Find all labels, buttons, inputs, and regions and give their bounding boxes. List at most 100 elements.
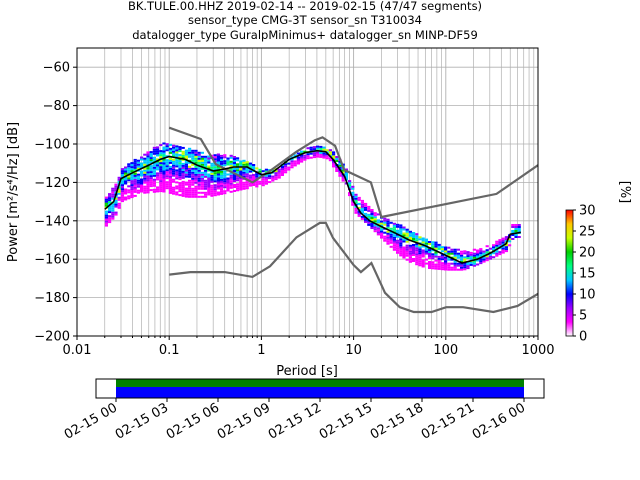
histogram-cell bbox=[175, 181, 179, 184]
histogram-cell bbox=[380, 236, 384, 239]
histogram-cell bbox=[284, 167, 288, 170]
histogram-cell bbox=[357, 196, 361, 199]
histogram-cell bbox=[149, 177, 153, 180]
histogram-cell bbox=[229, 168, 233, 171]
histogram-cell bbox=[194, 157, 198, 160]
histogram-cell bbox=[412, 252, 416, 254]
histogram-cell bbox=[258, 180, 262, 183]
histogram-cell bbox=[152, 164, 156, 167]
psd-histogram bbox=[104, 142, 521, 271]
histogram-cell bbox=[389, 231, 393, 234]
histogram-cell bbox=[351, 193, 355, 196]
histogram-cell bbox=[332, 165, 336, 168]
histogram-cell bbox=[162, 180, 166, 183]
histogram-cell bbox=[172, 164, 176, 167]
histogram-cell bbox=[495, 250, 499, 253]
histogram-cell bbox=[140, 180, 144, 183]
histogram-cell bbox=[223, 178, 227, 181]
histogram-cell bbox=[306, 147, 310, 150]
histogram-cell bbox=[517, 228, 521, 230]
histogram-cell bbox=[280, 170, 284, 172]
histogram-cell bbox=[364, 212, 368, 215]
histogram-cell bbox=[492, 244, 496, 247]
histogram-cell bbox=[197, 175, 201, 178]
histogram-cell bbox=[194, 159, 198, 162]
histogram-cell bbox=[296, 152, 300, 155]
histogram-cell bbox=[322, 152, 326, 155]
histogram-cell bbox=[172, 162, 176, 165]
histogram-cell bbox=[188, 193, 192, 196]
histogram-cell bbox=[306, 155, 310, 158]
histogram-cell bbox=[111, 211, 115, 214]
histogram-cell bbox=[501, 237, 505, 240]
histogram-cell bbox=[236, 185, 240, 188]
histogram-cell bbox=[402, 250, 406, 253]
histogram-cell bbox=[213, 188, 217, 191]
histogram-cell bbox=[207, 181, 211, 184]
histogram-cell bbox=[440, 264, 444, 267]
histogram-cell bbox=[226, 157, 230, 160]
histogram-cell bbox=[325, 155, 329, 158]
histogram-cell bbox=[229, 176, 233, 179]
histogram-cell bbox=[156, 174, 160, 177]
histogram-cell bbox=[194, 173, 198, 176]
histogram-cell bbox=[316, 147, 320, 150]
histogram-cell bbox=[431, 249, 435, 252]
histogram-cell bbox=[316, 151, 320, 154]
time-tick-label: 02-15 21 bbox=[419, 400, 477, 442]
histogram-cell bbox=[120, 194, 124, 197]
histogram-cell bbox=[108, 217, 112, 220]
histogram-cell bbox=[434, 255, 438, 258]
histogram-cell bbox=[396, 239, 400, 242]
histogram-cell bbox=[152, 150, 156, 153]
histogram-cell bbox=[168, 177, 172, 180]
histogram-cell bbox=[408, 246, 412, 249]
histogram-cell bbox=[453, 264, 457, 267]
histogram-cell bbox=[421, 249, 425, 252]
histogram-cell bbox=[309, 152, 313, 155]
histogram-cell bbox=[348, 186, 352, 189]
histogram-cell bbox=[364, 218, 368, 221]
histogram-cell bbox=[159, 168, 163, 171]
histogram-cell bbox=[485, 259, 489, 262]
histogram-cell bbox=[178, 174, 182, 177]
histogram-cell bbox=[431, 241, 435, 244]
histogram-cell bbox=[117, 176, 121, 179]
histogram-cell bbox=[117, 188, 121, 191]
histogram-cell bbox=[140, 190, 144, 193]
histogram-cell bbox=[111, 203, 115, 206]
histogram-cell bbox=[178, 154, 182, 157]
histogram-cell bbox=[108, 195, 112, 198]
histogram-cell bbox=[181, 176, 185, 179]
histogram-cell bbox=[223, 170, 227, 173]
histogram-cell bbox=[194, 189, 198, 192]
title-line-2: sensor_type CMG-3T sensor_sn T310034 bbox=[188, 13, 422, 27]
histogram-cell bbox=[440, 258, 444, 261]
histogram-cell bbox=[434, 251, 438, 254]
histogram-cell bbox=[239, 188, 243, 191]
histogram-cell bbox=[271, 169, 275, 172]
histogram-cell bbox=[108, 199, 112, 202]
histogram-cell bbox=[376, 231, 380, 234]
histogram-cell bbox=[396, 247, 400, 250]
histogram-cell bbox=[376, 213, 380, 216]
histogram-cell bbox=[207, 165, 211, 168]
histogram-cell bbox=[140, 164, 144, 167]
histogram-cell bbox=[143, 187, 147, 190]
histogram-cell bbox=[392, 242, 396, 245]
histogram-cell bbox=[252, 176, 256, 178]
histogram-cell bbox=[236, 163, 240, 166]
histogram-cell bbox=[469, 263, 473, 266]
histogram-cell bbox=[472, 254, 476, 257]
histogram-cell bbox=[146, 181, 150, 184]
histogram-cell bbox=[232, 162, 236, 164]
histogram-cell bbox=[108, 215, 112, 218]
histogram-cell bbox=[421, 259, 425, 262]
histogram-cell bbox=[143, 163, 147, 166]
histogram-cell bbox=[165, 155, 169, 158]
histogram-cell bbox=[181, 180, 185, 183]
histogram-cell bbox=[216, 155, 220, 158]
histogram-cell bbox=[136, 175, 140, 178]
histogram-cell bbox=[223, 186, 227, 189]
